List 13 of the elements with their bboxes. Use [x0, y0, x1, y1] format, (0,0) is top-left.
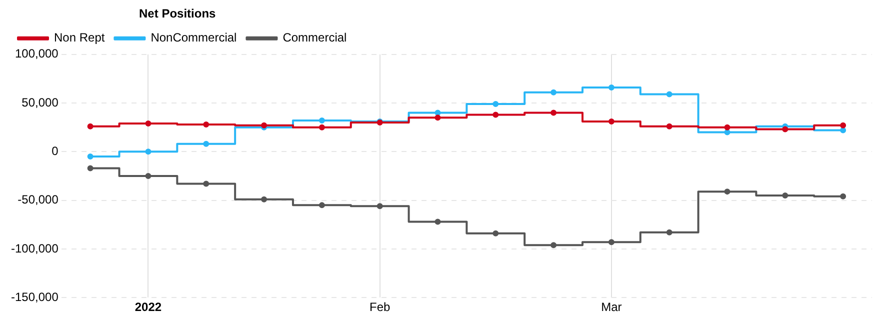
legend-label: Commercial	[282, 30, 347, 45]
x-tick-label: Mar	[601, 300, 622, 314]
legend-label: Non Rept	[54, 30, 106, 45]
y-tick-label: -50,000	[18, 192, 59, 207]
y-tick-label: -150,000	[11, 290, 59, 304]
legend-label: NonCommercial	[150, 30, 237, 45]
legend-title: Net Positions	[139, 6, 216, 20]
x-tick-label: Feb	[369, 300, 390, 314]
y-tick-label: 0	[52, 144, 59, 158]
y-tick-label: 50,000	[22, 95, 59, 110]
y-tick-label: -100,000	[11, 241, 59, 256]
y-tick-label: 100,000	[14, 46, 59, 61]
x-tick-label: 2022	[134, 300, 162, 314]
